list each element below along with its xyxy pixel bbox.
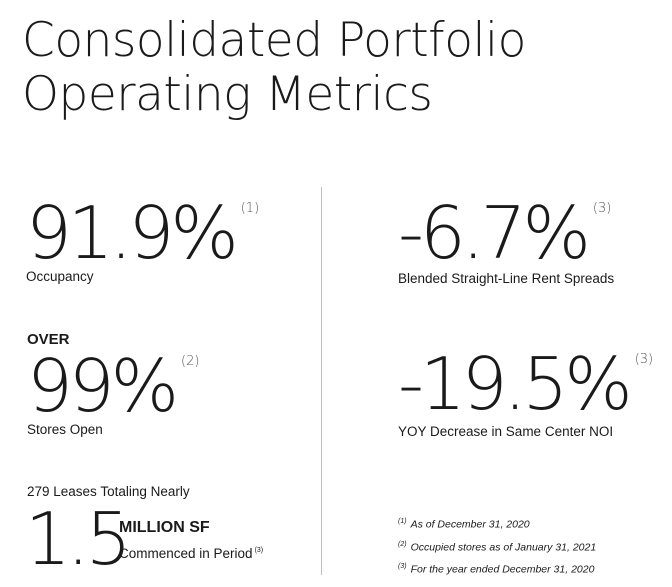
footnote-text: For the year ended December 31, 2020 — [410, 563, 595, 576]
stores-open-value: 99% — [27, 344, 179, 428]
page-title: Consolidated Portfolio Operating Metrics — [22, 14, 526, 122]
footnote-mark: (3) — [398, 563, 407, 570]
title-line-1: Consolidated Portfolio — [22, 13, 526, 68]
stores-open-prefix: OVER — [27, 331, 70, 348]
same-center-noi-value: -19.5% — [398, 342, 633, 426]
metric-rent-spreads: -6.7% (3) Blended Straight-Line Rent Spre… — [398, 197, 614, 286]
footnotes: (1) As of December 31, 2020 (2) Occupied s… — [398, 512, 596, 580]
rent-spreads-footnote-mark: (3) — [592, 201, 612, 216]
stores-open-footnote-mark: (2) — [181, 354, 200, 369]
footnote-item: (2) Occupied stores as of January 31, 202… — [398, 535, 596, 558]
footnote-mark: (1) — [398, 518, 407, 525]
occupancy-label: Occupancy — [26, 269, 94, 284]
title-line-2: Operating Metrics — [22, 67, 433, 122]
stores-open-label: Stores Open — [27, 422, 103, 437]
footnote-item: (3) For the year ended December 31, 2020 — [398, 557, 596, 580]
leases-intro: 279 Leases Totaling Nearly — [27, 484, 190, 499]
footnote-item: (1) As of December 31, 2020 — [398, 512, 596, 535]
occupancy-value: 91.9% — [26, 191, 239, 275]
metric-same-center-noi: -19.5% (3) YOY Decrease in Same Center NO… — [398, 348, 653, 439]
occupancy-footnote-mark: (1) — [240, 201, 260, 216]
footnote-mark: (2) — [398, 540, 407, 548]
rent-spreads-value: -6.7% — [398, 191, 591, 275]
leases-unit: MILLION SF — [119, 519, 210, 536]
leases-value: 1.5 — [25, 497, 131, 581]
rent-spreads-label: Blended Straight-Line Rent Spreads — [398, 271, 615, 286]
same-center-noi-footnote-mark: (3) — [634, 352, 654, 367]
column-divider — [321, 187, 322, 575]
same-center-noi-label: YOY Decrease in Same Center NOI — [398, 424, 614, 439]
leases-label: Commenced in Period — [119, 546, 253, 561]
metric-occupancy: 91.9% (1) Occupancy — [26, 197, 259, 284]
footnote-text: Occupied stores as of January 31, 2021 — [410, 541, 597, 553]
footnote-text: As of December 31, 2020 — [410, 518, 530, 531]
leases-footnote-mark: (3) — [254, 546, 264, 554]
metric-stores-open: OVER 99% (2) Stores Open — [27, 331, 199, 437]
metric-leases: 279 Leases Totaling Nearly 1.5 MILLION S… — [25, 484, 263, 581]
